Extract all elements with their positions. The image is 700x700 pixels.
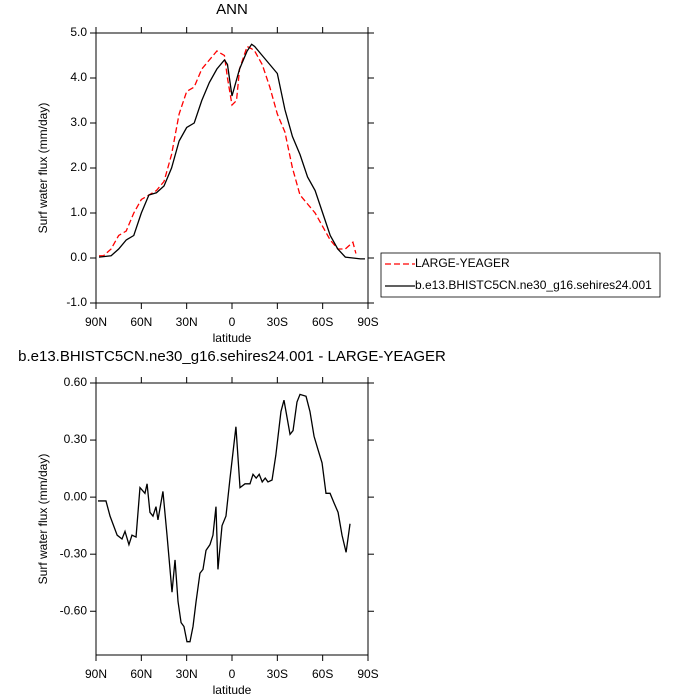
chart-title: b.e13.BHISTC5CN.ne30_g16.sehires24.001 -… xyxy=(18,348,446,365)
x-tick-label: 0 xyxy=(229,667,236,681)
x-tick-label: 30N xyxy=(176,315,198,329)
y-tick-label: 5.0 xyxy=(70,25,87,39)
x-axis-label: latitude xyxy=(213,331,252,345)
y-tick-label: 0.60 xyxy=(64,375,88,389)
y-tick-label: -1.0 xyxy=(66,295,87,309)
x-tick-label: 30S xyxy=(267,315,288,329)
x-tick-label: 90S xyxy=(357,315,378,329)
x-tick-label: 60N xyxy=(130,315,152,329)
legend-label: LARGE-YEAGER xyxy=(415,256,510,270)
y-axis-label: Surf water flux (mm/day) xyxy=(36,454,50,585)
chart-title: ANN xyxy=(216,1,248,18)
data-line xyxy=(99,45,357,257)
y-tick-label: 0.00 xyxy=(64,489,88,503)
legend-box xyxy=(380,252,661,298)
legend-label: b.e13.BHISTC5CN.ne30_g16.sehires24.001 xyxy=(415,278,652,292)
x-tick-label: 0 xyxy=(229,315,236,329)
y-tick-label: 0.30 xyxy=(64,432,88,446)
x-tick-label: 60S xyxy=(312,667,333,681)
y-tick-label: -0.60 xyxy=(60,603,88,617)
x-tick-label: 60N xyxy=(130,667,152,681)
y-tick-label: 4.0 xyxy=(70,70,87,84)
x-axis-label: latitude xyxy=(213,683,252,697)
x-tick-label: 90N xyxy=(85,667,107,681)
x-tick-label: 30N xyxy=(176,667,198,681)
x-tick-label: 30S xyxy=(267,667,288,681)
x-tick-label: 90N xyxy=(85,315,107,329)
y-tick-label: 3.0 xyxy=(70,115,87,129)
x-tick-label: 90S xyxy=(357,667,378,681)
plot-frame xyxy=(95,32,369,304)
y-tick-label: 1.0 xyxy=(70,205,87,219)
y-axis-label: Surf water flux (mm/day) xyxy=(36,103,50,234)
x-tick-label: 60S xyxy=(312,315,333,329)
data-line xyxy=(97,393,351,643)
plot-frame xyxy=(95,382,369,656)
data-line xyxy=(98,43,365,260)
y-tick-label: 2.0 xyxy=(70,160,87,174)
y-tick-label: 0.0 xyxy=(70,250,87,264)
y-tick-label: -0.30 xyxy=(60,546,88,560)
